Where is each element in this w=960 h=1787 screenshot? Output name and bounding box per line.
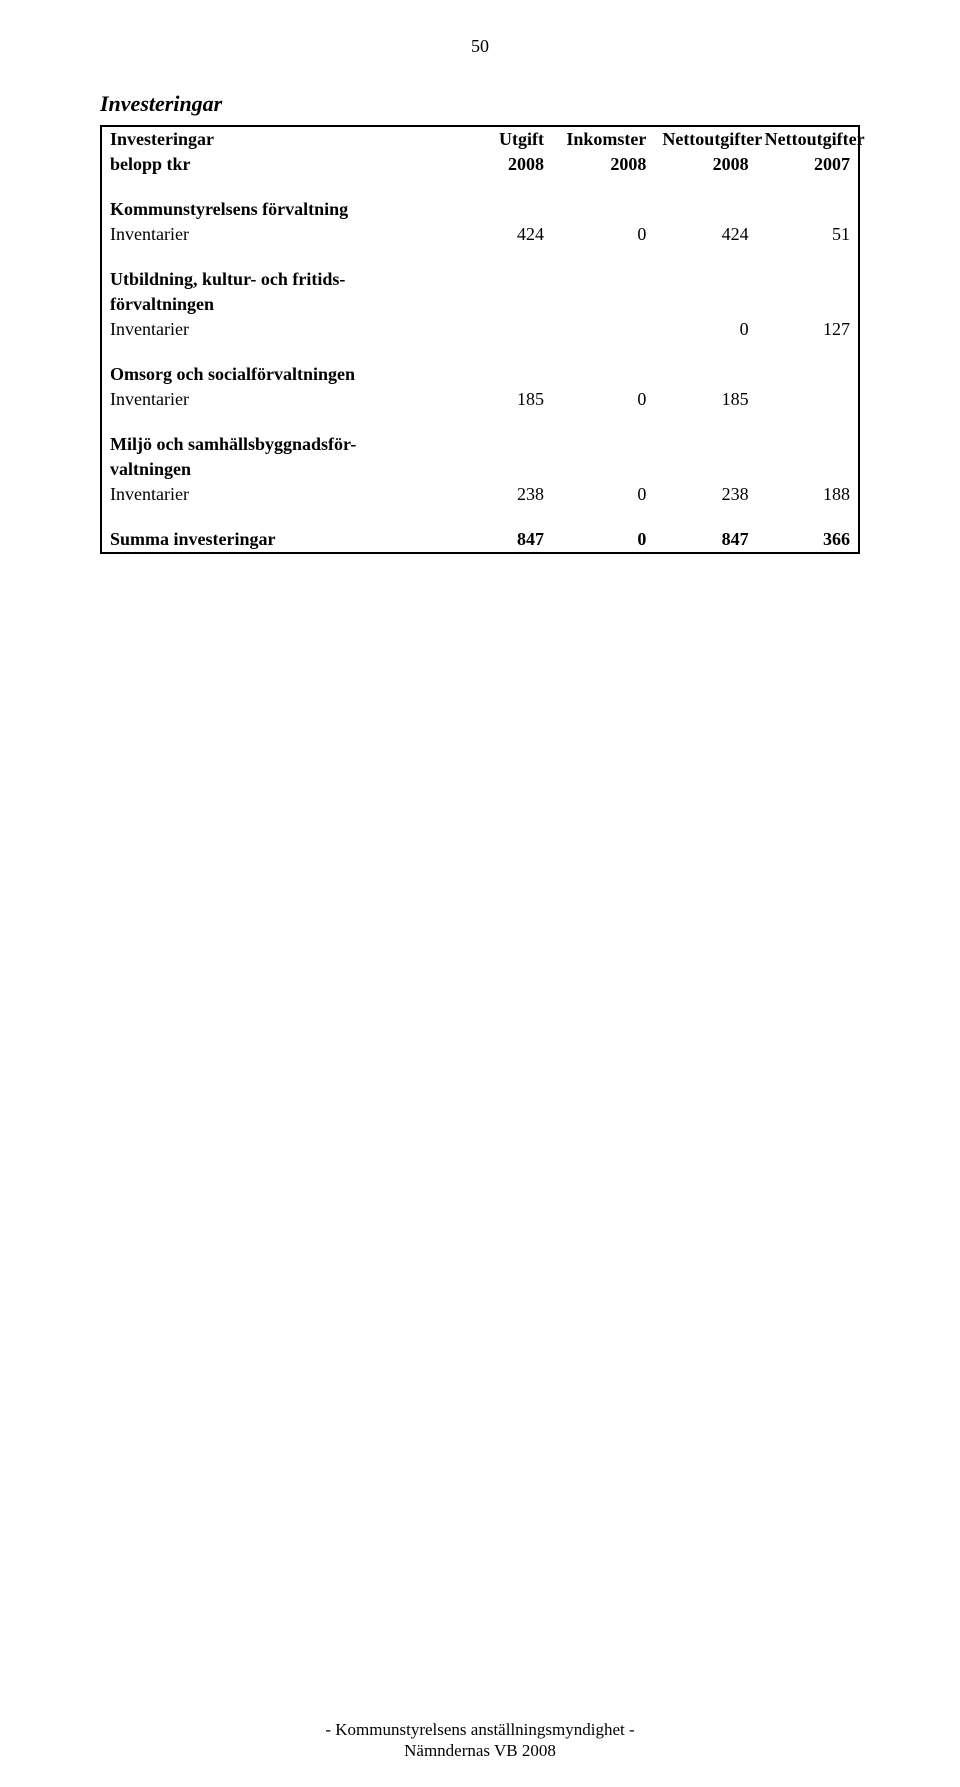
group-title-row: förvaltningen xyxy=(101,292,859,317)
header-cell: Utgift xyxy=(450,126,552,152)
spacer xyxy=(101,177,859,197)
row-value: 127 xyxy=(757,317,859,342)
group-title-row: Utbildning, kultur- och fritids- xyxy=(101,267,859,292)
row-value: 51 xyxy=(757,222,859,247)
summary-value: 847 xyxy=(450,527,552,553)
table-header-row-1: Investeringar Utgift Inkomster Nettoutgi… xyxy=(101,126,859,152)
group-title-line2: förvaltningen xyxy=(101,292,450,317)
header-cell: 2008 xyxy=(654,152,756,177)
table-row: Inventarier 0 127 xyxy=(101,317,859,342)
group-title-row: Miljö och samhällsbyggnadsför- xyxy=(101,432,859,457)
row-label: Inventarier xyxy=(101,387,450,412)
row-value: 238 xyxy=(654,482,756,507)
row-value: 238 xyxy=(450,482,552,507)
header-cell: 2007 xyxy=(757,152,859,177)
header-cell: Nettoutgifter xyxy=(757,126,859,152)
page: 50 Investeringar Investeringar Utgift In… xyxy=(0,0,960,1787)
row-value xyxy=(552,317,654,342)
row-value: 424 xyxy=(450,222,552,247)
table-header-row-2: belopp tkr 2008 2008 2008 2007 xyxy=(101,152,859,177)
table-row: Inventarier 238 0 238 188 xyxy=(101,482,859,507)
table-row: Inventarier 424 0 424 51 xyxy=(101,222,859,247)
row-label: Inventarier xyxy=(101,482,450,507)
row-value: 424 xyxy=(654,222,756,247)
investments-table: Investeringar Utgift Inkomster Nettoutgi… xyxy=(100,125,860,554)
summary-row: Summa investeringar 847 0 847 366 xyxy=(101,527,859,553)
header-cell: 2008 xyxy=(552,152,654,177)
spacer xyxy=(101,412,859,432)
header-cell: Nettoutgifter xyxy=(654,126,756,152)
row-value: 0 xyxy=(654,317,756,342)
row-value xyxy=(450,317,552,342)
row-label: Inventarier xyxy=(101,222,450,247)
spacer xyxy=(101,342,859,362)
row-value xyxy=(757,387,859,412)
row-value: 185 xyxy=(450,387,552,412)
row-value: 0 xyxy=(552,387,654,412)
header-cell: belopp tkr xyxy=(101,152,450,177)
summary-value: 0 xyxy=(552,527,654,553)
group-title: Kommunstyrelsens förvaltning xyxy=(101,197,450,222)
section-title: Investeringar xyxy=(100,91,860,117)
group-title: Omsorg och socialförvaltningen xyxy=(101,362,450,387)
row-value: 0 xyxy=(552,222,654,247)
summary-label: Summa investeringar xyxy=(101,527,450,553)
summary-value: 847 xyxy=(654,527,756,553)
row-value: 0 xyxy=(552,482,654,507)
header-cell: Investeringar xyxy=(101,126,450,152)
row-label: Inventarier xyxy=(101,317,450,342)
table-row: Inventarier 185 0 185 xyxy=(101,387,859,412)
group-title: Utbildning, kultur- och fritids- xyxy=(101,267,450,292)
header-cell: 2008 xyxy=(450,152,552,177)
group-title-row: Kommunstyrelsens förvaltning xyxy=(101,197,859,222)
row-value: 185 xyxy=(654,387,756,412)
group-title: Miljö och samhällsbyggnadsför- xyxy=(101,432,450,457)
summary-value: 366 xyxy=(757,527,859,553)
spacer xyxy=(101,247,859,267)
spacer xyxy=(101,507,859,527)
group-title-row: valtningen xyxy=(101,457,859,482)
footer-line-2: Nämndernas VB 2008 xyxy=(0,1740,960,1761)
group-title-line2: valtningen xyxy=(101,457,450,482)
row-value: 188 xyxy=(757,482,859,507)
header-cell: Inkomster xyxy=(552,126,654,152)
footer-line-1: - Kommunstyrelsens anställningsmyndighet… xyxy=(0,1719,960,1740)
page-footer: - Kommunstyrelsens anställningsmyndighet… xyxy=(0,1719,960,1762)
group-title-row: Omsorg och socialförvaltningen xyxy=(101,362,859,387)
page-number: 50 xyxy=(100,36,860,57)
